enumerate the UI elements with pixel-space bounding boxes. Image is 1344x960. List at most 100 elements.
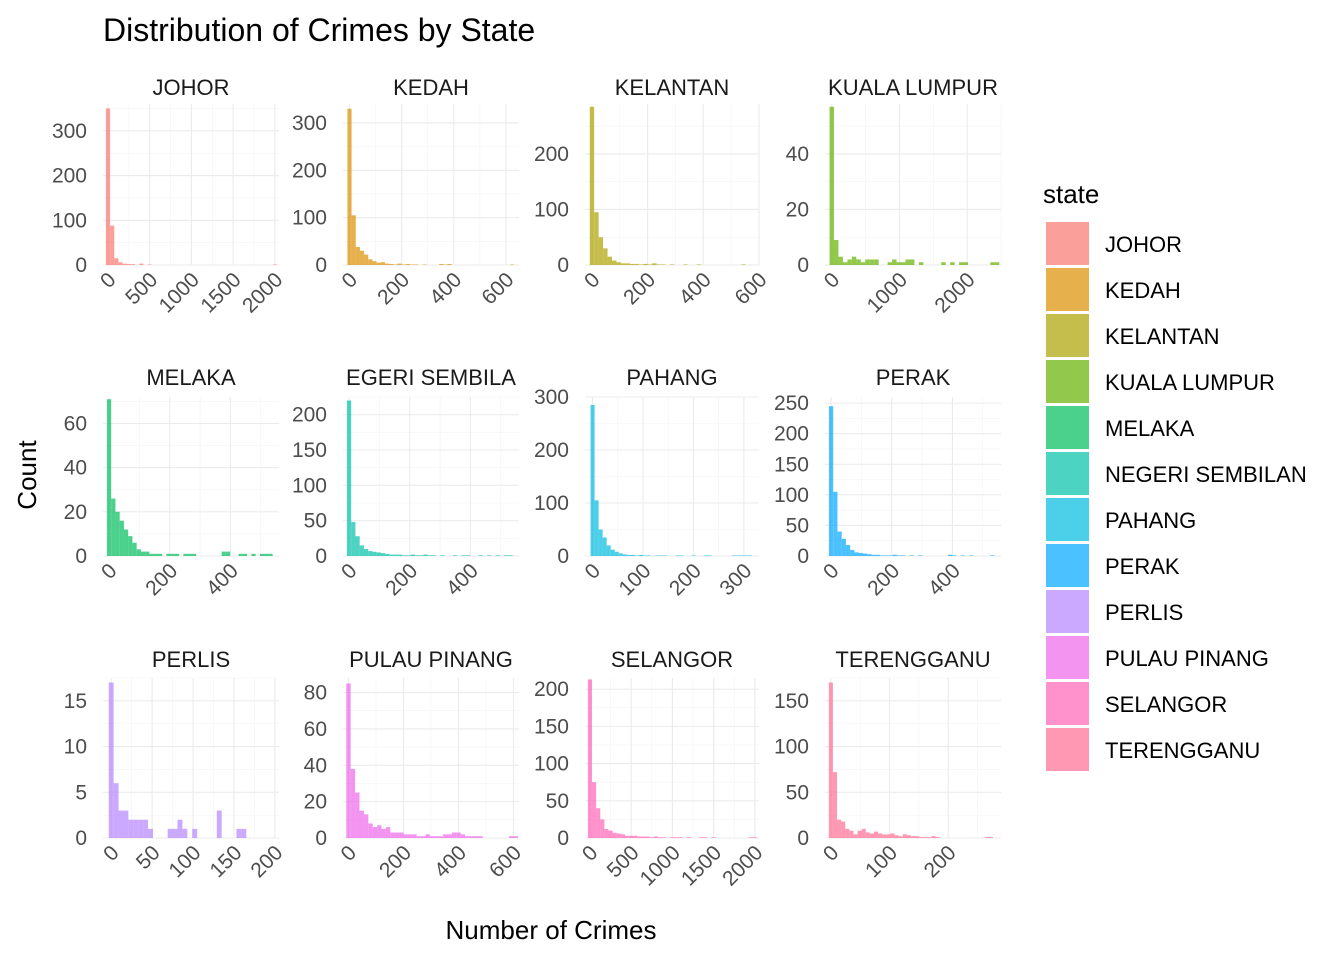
histogram-bar — [453, 555, 458, 556]
histogram-bar — [385, 827, 391, 838]
histogram-bar — [251, 553, 256, 556]
histogram-bar — [172, 828, 178, 838]
legend-swatch — [1046, 452, 1089, 495]
legend-swatch — [1046, 268, 1089, 311]
histogram-bar — [625, 263, 630, 265]
histogram-bar — [133, 819, 139, 838]
histogram-bar — [128, 819, 134, 838]
histogram-bar — [867, 554, 872, 556]
histogram-bar — [393, 554, 398, 556]
x-tick-label: 0 — [96, 268, 121, 293]
y-tick-label: 10 — [64, 736, 87, 759]
y-tick-label: 100 — [534, 753, 569, 776]
x-tick-label: 150 — [205, 841, 246, 882]
facet-strip-label: KEDAH — [393, 75, 469, 100]
histogram-bar — [661, 264, 666, 265]
histogram-bar — [148, 828, 153, 838]
histogram-bar — [403, 834, 408, 838]
x-tick-label: 0 — [819, 841, 844, 866]
y-tick-label: 0 — [315, 827, 327, 850]
histogram-bar — [638, 264, 644, 265]
histogram-bar — [678, 837, 683, 838]
legend-label: KEDAH — [1105, 278, 1181, 303]
y-tick-label: 50 — [304, 510, 327, 533]
histogram-bar — [368, 551, 373, 556]
histogram-bar — [363, 548, 369, 556]
histogram-bar — [110, 225, 115, 265]
histogram-bar — [675, 555, 680, 556]
y-tick-label: 200 — [534, 439, 569, 462]
histogram-bar — [598, 529, 603, 556]
y-tick-label: 200 — [52, 165, 87, 188]
histogram-bar — [372, 827, 378, 838]
facet-strip-label: MELAKA — [146, 365, 236, 390]
x-tick-label: 2000 — [718, 841, 767, 890]
x-tick-label: 600 — [485, 841, 526, 882]
histogram-bar — [347, 108, 352, 265]
facet-strip-label: SELANGOR — [611, 647, 733, 672]
histogram-bar — [741, 264, 746, 265]
x-tick-label: 2000 — [238, 268, 287, 317]
histogram-bars — [108, 682, 247, 838]
histogram-bar — [346, 400, 352, 556]
y-tick-label: 50 — [786, 781, 809, 804]
y-tick-label: 0 — [797, 545, 809, 568]
histogram-bar — [132, 542, 137, 556]
histogram-bar — [663, 555, 668, 556]
histogram-bars — [590, 404, 752, 556]
x-tick-label: 1000 — [863, 268, 912, 317]
histogram-bars — [587, 679, 757, 838]
histogram-bar — [841, 538, 846, 556]
histogram-bar — [126, 264, 131, 265]
histogram-bar — [616, 262, 621, 265]
facet-strip-label: TERENGGANU — [835, 647, 990, 672]
x-tick-label: 1500 — [677, 841, 726, 890]
y-tick-label: 40 — [64, 457, 87, 480]
y-tick-label: 100 — [52, 209, 87, 232]
facet-panel-kelantan: KELANTAN 0 100 200 0 200 400 600 — [534, 75, 772, 309]
histogram-bar — [845, 544, 851, 556]
histogram-bar — [873, 831, 879, 838]
histogram-bar — [647, 555, 652, 556]
histogram-bar — [629, 835, 634, 838]
histogram-bar — [838, 256, 843, 265]
x-tick-label: 400 — [924, 559, 965, 600]
histogram-bar — [389, 554, 394, 556]
legend-swatch — [1046, 498, 1089, 541]
histogram-bar — [368, 259, 373, 265]
x-tick-label: 200 — [863, 559, 904, 600]
histogram-bar — [656, 264, 662, 265]
histogram-bar — [166, 553, 171, 556]
x-tick-label: 0 — [820, 268, 845, 293]
y-tick-label: 0 — [75, 545, 87, 568]
histogram-bars — [106, 399, 273, 556]
histogram-bar — [616, 833, 621, 838]
y-tick-label: 200 — [774, 423, 809, 446]
histogram-bar — [901, 262, 906, 265]
histogram-bar — [857, 830, 862, 838]
histogram-bar — [683, 264, 688, 265]
histogram-bar — [376, 552, 381, 556]
y-tick-label: 60 — [304, 718, 327, 741]
legend-swatch — [1046, 636, 1089, 679]
histogram-bar — [990, 555, 995, 556]
histogram-bar — [604, 829, 609, 838]
x-tick-label: 200 — [920, 841, 961, 882]
histogram-bar — [372, 551, 377, 556]
histogram-bar — [865, 259, 870, 265]
histogram-bar — [887, 262, 893, 265]
histogram-bar — [465, 555, 471, 556]
facet-strip-label: KELANTAN — [615, 75, 730, 100]
histogram-bar — [346, 683, 351, 838]
histogram-bar — [894, 835, 899, 838]
histogram-bar — [399, 832, 404, 838]
histogram-bar — [407, 834, 413, 838]
histogram-bar — [886, 834, 891, 838]
legend-label: SELANGOR — [1105, 692, 1227, 717]
histogram-bar — [600, 819, 605, 838]
histogram-bar — [841, 821, 846, 838]
histogram-bar — [427, 555, 432, 556]
histogram-bar — [752, 837, 757, 838]
histogram-bar — [478, 836, 483, 838]
